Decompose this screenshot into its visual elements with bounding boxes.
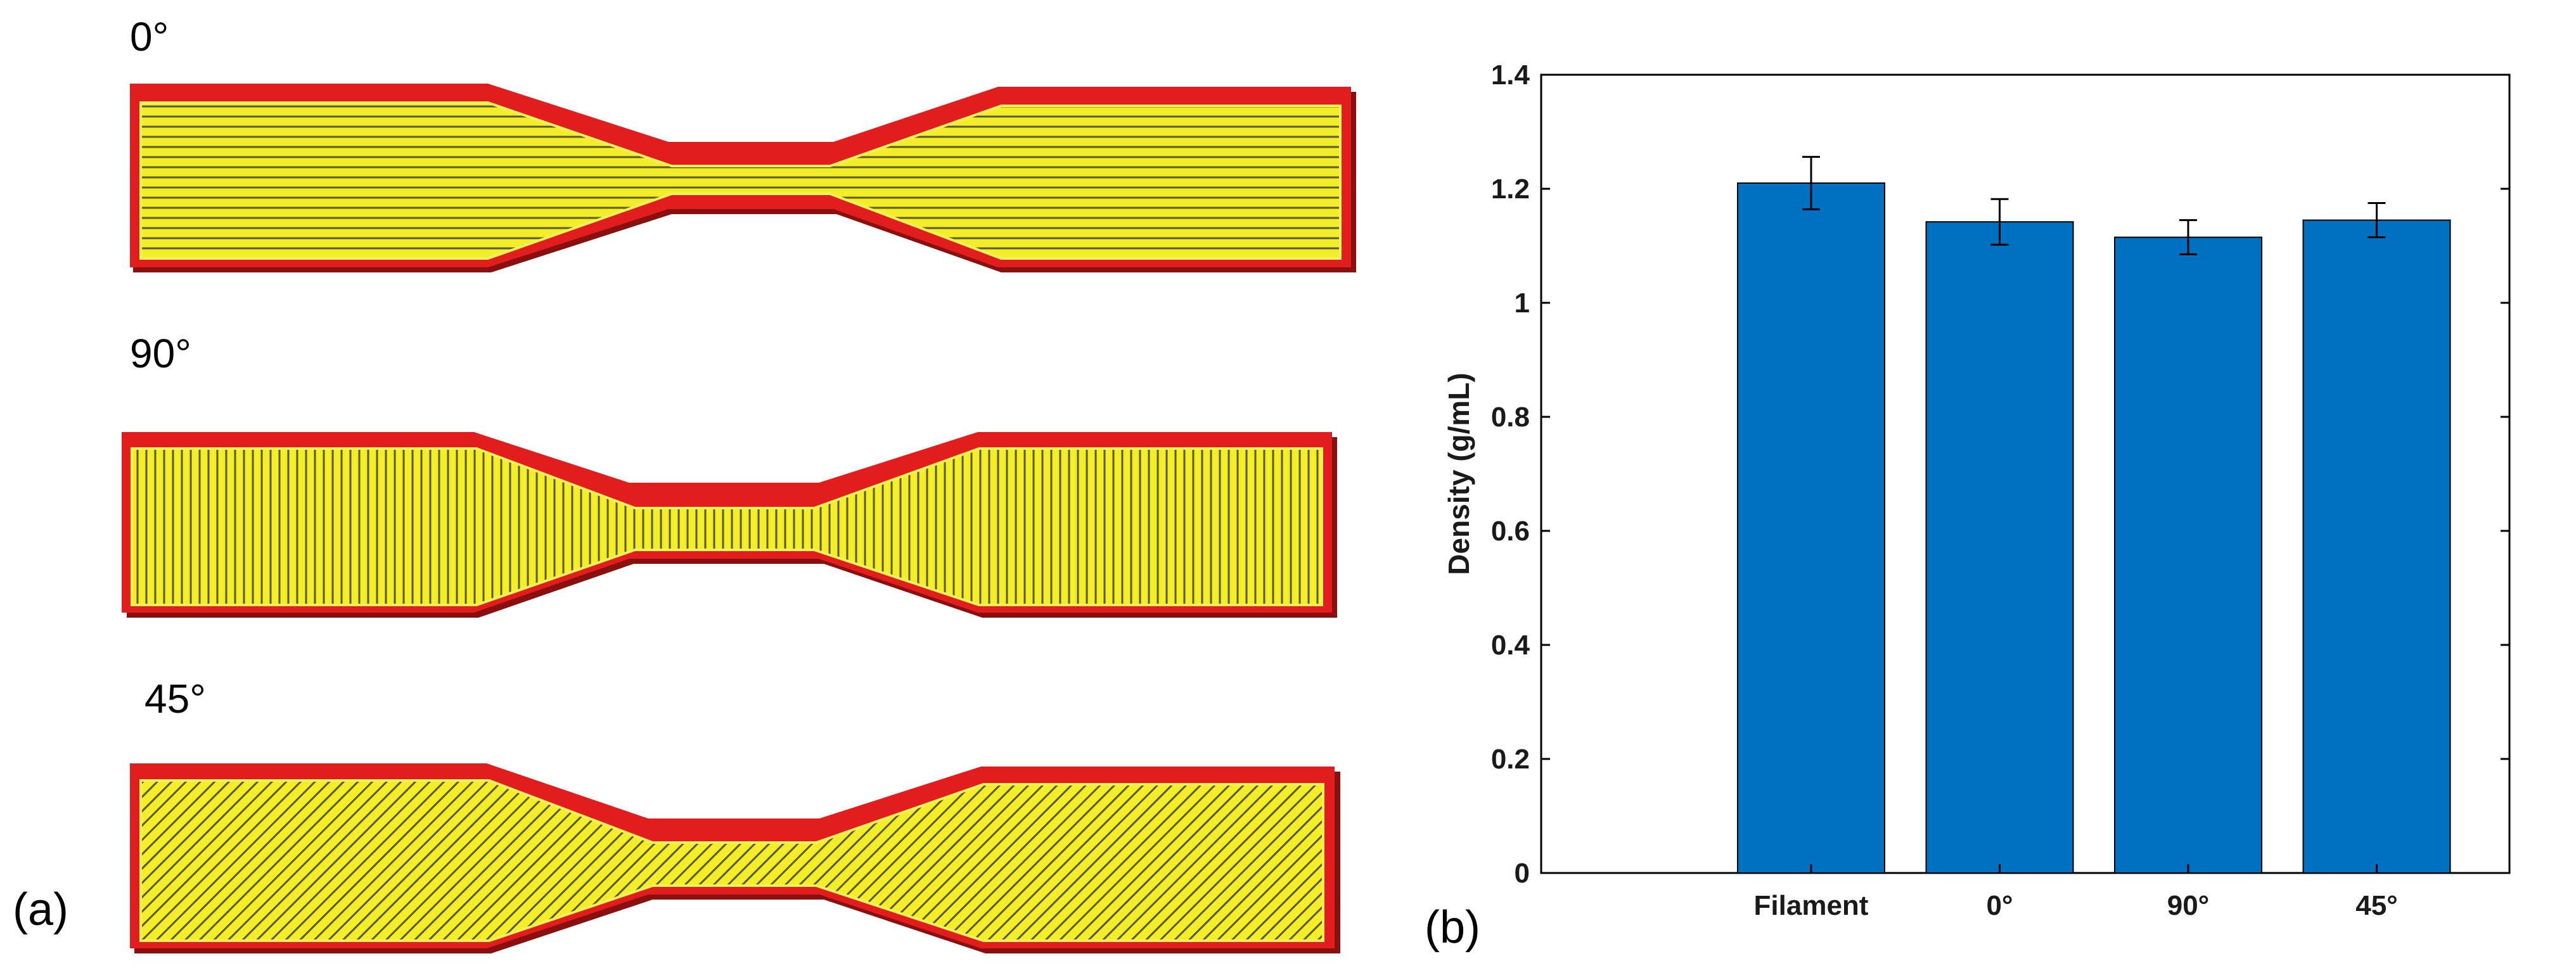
bar-2	[2114, 236, 2262, 874]
y-tick-label: 0	[1515, 858, 1530, 889]
specimen-0-infill	[139, 101, 1342, 260]
specimen-1-angle-label: 90°	[130, 331, 191, 376]
y-tick-label: 0.8	[1491, 402, 1530, 433]
specimen-1-infill	[131, 447, 1323, 606]
specimen-2-infill	[139, 779, 1324, 942]
specimen-0	[130, 84, 1356, 272]
y-tick-label: 0.4	[1491, 630, 1530, 661]
specimen-1	[122, 432, 1337, 618]
y-tick-label: 0.2	[1491, 744, 1530, 775]
x-tick-label: Filament	[1754, 890, 1869, 921]
y-tick-label: 1.4	[1491, 60, 1530, 91]
x-tick-label: 90°	[2167, 890, 2210, 921]
panel-a: 0° 90° 45° (a)	[13, 14, 1356, 953]
panel-a-label: (a)	[13, 884, 68, 935]
bar-0	[1737, 182, 1885, 874]
specimen-2-angle-label: 45°	[144, 676, 206, 722]
specimen-2	[130, 763, 1340, 953]
bar-3	[2302, 219, 2451, 874]
y-tick-label: 1	[1515, 288, 1530, 319]
y-tick-label: 0.6	[1491, 516, 1530, 547]
x-axis: Filament 0° 90° 45°	[1754, 864, 2398, 921]
y-axis-title: Density (g/mL)	[1442, 373, 1475, 575]
bar-1	[1925, 221, 2074, 874]
y-axis: 0 0.2 0.4 0.6 0.8 1 1.2 1.4	[1491, 60, 2509, 889]
specimen-0-angle-label: 0°	[130, 14, 169, 60]
x-tick-label: 0°	[1986, 890, 2013, 921]
y-tick-label: 1.2	[1491, 174, 1530, 205]
bars	[1737, 156, 2451, 874]
panel-b-label: (b)	[1425, 902, 1480, 953]
panel-b: (b) 0 0.2 0.4 0.6 0.8 1 1.2 1.4 Filament 0° 90° 45…	[1425, 60, 2511, 953]
x-tick-label: 45°	[2355, 890, 2398, 921]
